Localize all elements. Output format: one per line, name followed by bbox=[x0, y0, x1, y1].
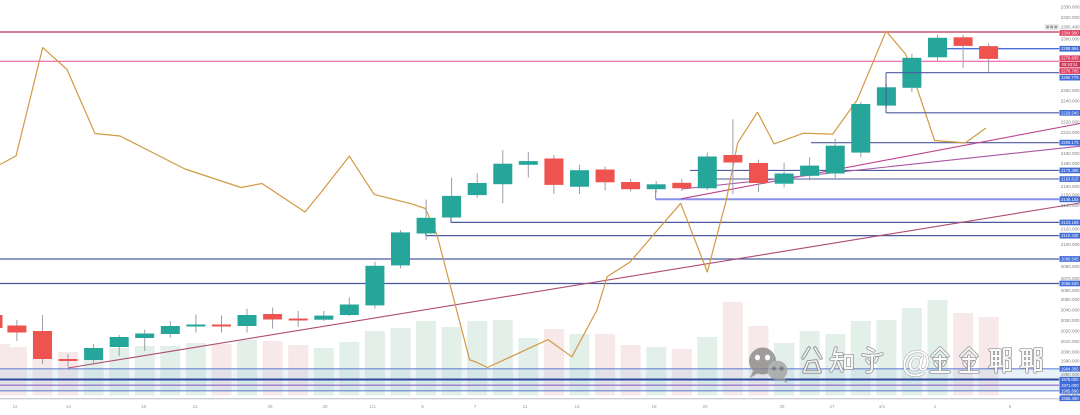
svg-text:1: 1 bbox=[934, 404, 937, 409]
svg-text:18: 18 bbox=[651, 404, 657, 409]
svg-text:2180.000: 2180.000 bbox=[1061, 161, 1080, 166]
svg-text:2010.000: 2010.000 bbox=[1061, 339, 1080, 344]
svg-text:2229.540: 2229.540 bbox=[1061, 110, 1079, 115]
svg-text:2305.490: 2305.490 bbox=[1061, 25, 1080, 30]
svg-text:1980.000: 1980.000 bbox=[1061, 372, 1080, 377]
svg-text:2040.000: 2040.000 bbox=[1061, 308, 1080, 313]
svg-text:28: 28 bbox=[322, 404, 328, 409]
svg-text:14: 14 bbox=[66, 404, 72, 409]
svg-text:2160.000: 2160.000 bbox=[1061, 184, 1080, 189]
svg-text:2123.166: 2123.166 bbox=[1061, 220, 1079, 225]
svg-text:26: 26 bbox=[267, 404, 273, 409]
svg-text:2066.530: 2066.530 bbox=[1061, 281, 1079, 286]
svg-text:1984.305: 1984.305 bbox=[1061, 366, 1079, 371]
svg-text:2100.000: 2100.000 bbox=[1061, 242, 1080, 247]
svg-text:4/1: 4/1 bbox=[879, 404, 886, 409]
svg-text:1975.000: 1975.000 bbox=[1061, 377, 1079, 382]
svg-text:2200.175: 2200.175 bbox=[1061, 140, 1079, 145]
svg-text:2220.000: 2220.000 bbox=[1061, 119, 1080, 124]
svg-text:7: 7 bbox=[474, 404, 477, 409]
svg-text:2190.000: 2190.000 bbox=[1061, 151, 1080, 156]
svg-text:11: 11 bbox=[523, 404, 528, 409]
svg-text:12: 12 bbox=[12, 404, 18, 409]
svg-text:1/1: 1/1 bbox=[369, 404, 376, 409]
svg-text:2080.000: 2080.000 bbox=[1061, 264, 1080, 269]
svg-text:20: 20 bbox=[702, 404, 708, 409]
svg-text:2050.000: 2050.000 bbox=[1061, 297, 1080, 302]
svg-text:2250.000: 2250.000 bbox=[1061, 88, 1080, 93]
svg-text:2288.994: 2288.994 bbox=[1061, 46, 1079, 51]
svg-text:2210.000: 2210.000 bbox=[1061, 130, 1080, 135]
svg-text:2173.485: 2173.485 bbox=[1061, 168, 1079, 173]
svg-text:@: @ bbox=[901, 346, 931, 379]
svg-text:2304.990: 2304.990 bbox=[1061, 31, 1079, 36]
svg-text:1955.490: 1955.490 bbox=[1061, 396, 1079, 401]
svg-text:2320.000: 2320.000 bbox=[1061, 15, 1080, 20]
svg-text:27: 27 bbox=[829, 404, 835, 409]
svg-text:2260.775: 2260.775 bbox=[1061, 75, 1079, 80]
svg-text:2240.000: 2240.000 bbox=[1061, 99, 1080, 104]
svg-text:2146.155: 2146.155 bbox=[1061, 197, 1079, 202]
svg-text:25: 25 bbox=[779, 404, 785, 409]
svg-text:2120.000: 2120.000 bbox=[1061, 227, 1080, 232]
svg-text:21: 21 bbox=[192, 404, 198, 409]
svg-text:2276.765: 2276.765 bbox=[1061, 69, 1079, 74]
svg-text:2000.000: 2000.000 bbox=[1061, 349, 1080, 354]
svg-text:2060.000: 2060.000 bbox=[1061, 288, 1080, 293]
svg-text:2030.000: 2030.000 bbox=[1061, 318, 1080, 323]
svg-text:2020.000: 2020.000 bbox=[1061, 328, 1080, 333]
svg-text:2088.545: 2088.545 bbox=[1061, 257, 1079, 262]
svg-text:1990.000: 1990.000 bbox=[1061, 359, 1080, 364]
svg-text:2140.000: 2140.000 bbox=[1061, 203, 1080, 208]
svg-text:08:53:51: 08:53:51 bbox=[1062, 62, 1079, 67]
svg-text:2163.615: 2163.615 bbox=[1061, 177, 1079, 182]
svg-text:2330.000: 2330.000 bbox=[1061, 5, 1080, 10]
svg-text:19: 19 bbox=[141, 404, 147, 409]
svg-text:2110.330: 2110.330 bbox=[1061, 233, 1079, 238]
svg-text:8: 8 bbox=[1009, 404, 1012, 409]
svg-text:1971.000: 1971.000 bbox=[1061, 383, 1079, 388]
svg-text:2300.000: 2300.000 bbox=[1061, 36, 1080, 41]
svg-text:2278.605: 2278.605 bbox=[1061, 56, 1079, 61]
svg-text:13: 13 bbox=[574, 404, 580, 409]
svg-text:5: 5 bbox=[421, 404, 424, 409]
